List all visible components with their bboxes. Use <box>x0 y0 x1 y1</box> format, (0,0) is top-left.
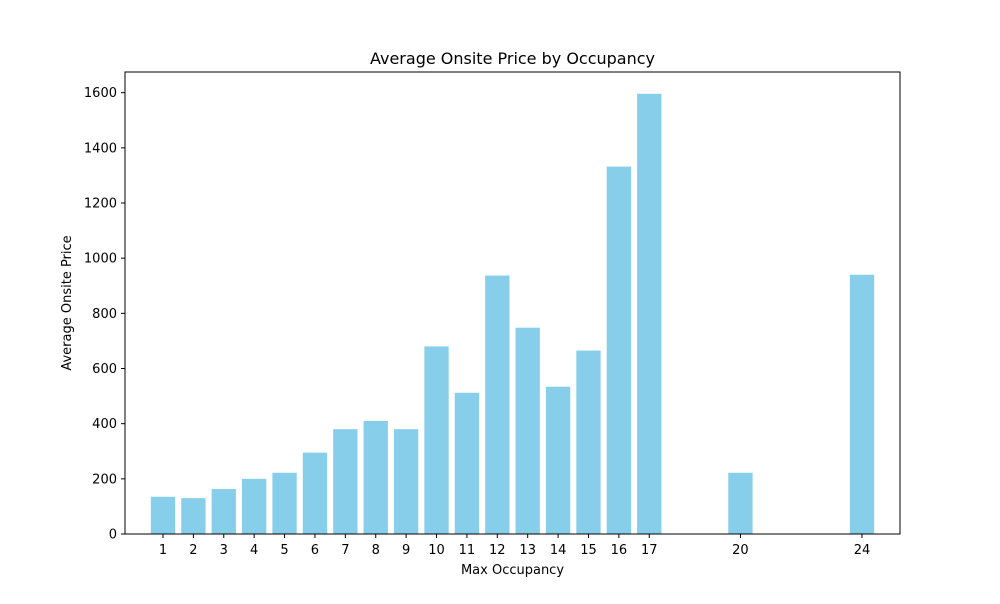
x-tick-label: 14 <box>550 543 567 558</box>
y-tick-label: 1400 <box>84 141 117 156</box>
bar-11 <box>454 392 480 534</box>
y-tick-label: 800 <box>92 307 117 322</box>
bar-12 <box>485 275 510 534</box>
y-tick-label: 0 <box>109 528 117 543</box>
plot-frame <box>124 71 901 535</box>
x-tick-label: 9 <box>402 543 410 558</box>
y-tick-label: 200 <box>92 472 117 487</box>
bar-20 <box>728 472 753 534</box>
x-tick-label: 6 <box>311 543 319 558</box>
y-tick-label: 600 <box>92 362 117 377</box>
bar-15 <box>576 350 601 534</box>
y-axis-label: Average Onsite Price <box>60 235 75 370</box>
x-tick-label: 16 <box>611 543 628 558</box>
y-tick-label: 1600 <box>84 86 117 101</box>
bar-5 <box>272 472 297 534</box>
x-tick-label: 7 <box>341 543 349 558</box>
y-tick-label: 400 <box>92 417 117 432</box>
bar-14 <box>545 386 571 534</box>
bar-8 <box>363 420 388 534</box>
bar-2 <box>181 498 206 534</box>
x-tick-label: 1 <box>159 543 167 558</box>
x-tick-label: 10 <box>428 543 445 558</box>
y-tick-label: 1000 <box>84 252 117 267</box>
x-tick-label: 20 <box>732 543 749 558</box>
bar-9 <box>393 429 419 534</box>
x-tick-label: 17 <box>641 543 658 558</box>
bar-3 <box>211 489 236 534</box>
bar-24 <box>849 274 875 534</box>
x-tick-label: 8 <box>372 543 380 558</box>
bars-group <box>150 93 875 534</box>
x-tick-label: 12 <box>489 543 506 558</box>
x-axis-label: Max Occupancy <box>461 563 564 578</box>
x-axis-ticks: 1 2 3 4 5 6 7 8 9 10 11 12 13 14 15 16 17 20 24 <box>159 534 870 558</box>
bar-16 <box>606 166 632 534</box>
x-tick-label: 4 <box>250 543 258 558</box>
y-tick-label: 1200 <box>84 197 117 212</box>
bar-17 <box>637 93 662 534</box>
x-tick-label: 24 <box>854 543 871 558</box>
x-tick-label: 13 <box>519 543 536 558</box>
x-tick-label: 15 <box>580 543 597 558</box>
x-tick-label: 2 <box>189 543 197 558</box>
bar-13 <box>515 327 540 534</box>
bar-7 <box>333 429 358 534</box>
x-tick-label: 5 <box>280 543 288 558</box>
bar-10 <box>424 346 449 534</box>
chart-title: Average Onsite Price by Occupancy <box>370 49 655 68</box>
x-tick-label: 11 <box>459 543 476 558</box>
x-tick-label: 3 <box>220 543 228 558</box>
bar-1 <box>150 496 176 534</box>
bar-4 <box>242 478 267 534</box>
bar-6 <box>302 452 328 534</box>
y-axis-ticks: 0 200 400 600 800 1000 1200 1400 1600 <box>84 86 125 543</box>
